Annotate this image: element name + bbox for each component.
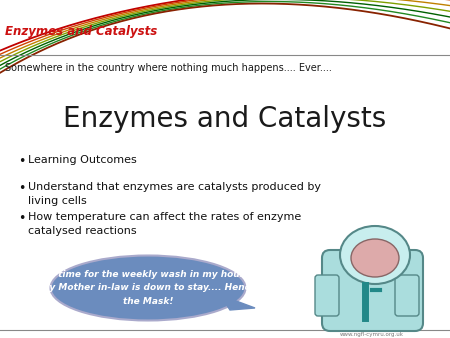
FancyBboxPatch shape (322, 250, 423, 331)
Text: •: • (18, 155, 25, 168)
Text: How temperature can affect the rates of enzyme
catalysed reactions: How temperature can affect the rates of … (28, 212, 301, 236)
Text: Learning Outcomes: Learning Outcomes (28, 155, 137, 165)
Ellipse shape (351, 239, 399, 277)
Text: Somewhere in the country where nothing much happens.... Ever....: Somewhere in the country where nothing m… (5, 63, 332, 73)
Text: •: • (18, 212, 25, 225)
Ellipse shape (50, 256, 246, 320)
FancyBboxPatch shape (395, 275, 419, 316)
FancyBboxPatch shape (315, 275, 339, 316)
Ellipse shape (340, 226, 410, 284)
Text: Its time for the weekly wash in my house,
my Mother in-law is down to stay.... H: Its time for the weekly wash in my house… (40, 270, 256, 306)
Text: Enzymes and Catalysts: Enzymes and Catalysts (63, 105, 387, 133)
Text: Understand that enzymes are catalysts produced by
living cells: Understand that enzymes are catalysts pr… (28, 182, 321, 206)
Text: Enzymes and Catalysts: Enzymes and Catalysts (5, 25, 157, 39)
Text: www.ngfl-cymru.org.uk: www.ngfl-cymru.org.uk (340, 332, 404, 337)
Polygon shape (220, 295, 255, 310)
Text: •: • (18, 182, 25, 195)
